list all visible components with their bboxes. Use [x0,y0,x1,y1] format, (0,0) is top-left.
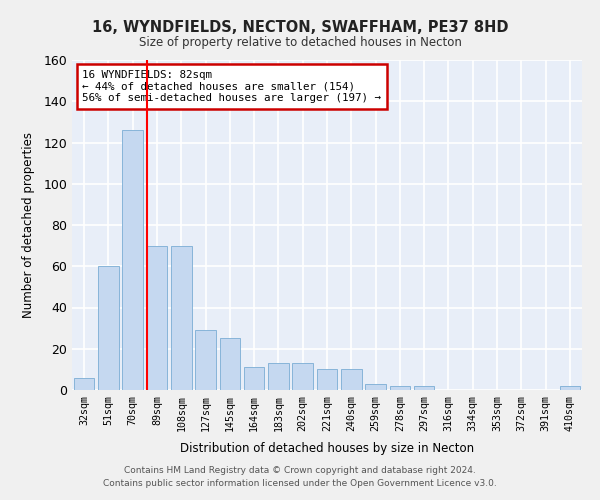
Bar [414,386,434,390]
Text: Size of property relative to detached houses in Necton: Size of property relative to detached ho… [139,36,461,49]
Bar [98,266,119,390]
Text: 16 WYNDFIELDS: 82sqm
← 44% of detached houses are smaller (154)
56% of semi-deta: 16 WYNDFIELDS: 82sqm ← 44% of detached h… [82,70,381,103]
Bar [292,363,313,390]
Bar [195,330,216,390]
Y-axis label: Number of detached properties: Number of detached properties [22,132,35,318]
Bar [560,386,580,390]
Bar [171,246,191,390]
Bar [220,338,240,390]
Bar [341,370,362,390]
Bar [146,246,167,390]
Bar [74,378,94,390]
Bar [268,363,289,390]
X-axis label: Distribution of detached houses by size in Necton: Distribution of detached houses by size … [180,442,474,455]
Text: 16, WYNDFIELDS, NECTON, SWAFFHAM, PE37 8HD: 16, WYNDFIELDS, NECTON, SWAFFHAM, PE37 8… [92,20,508,35]
Bar [244,368,265,390]
Bar [122,130,143,390]
Bar [389,386,410,390]
Bar [317,370,337,390]
Bar [365,384,386,390]
Text: Contains HM Land Registry data © Crown copyright and database right 2024.
Contai: Contains HM Land Registry data © Crown c… [103,466,497,487]
